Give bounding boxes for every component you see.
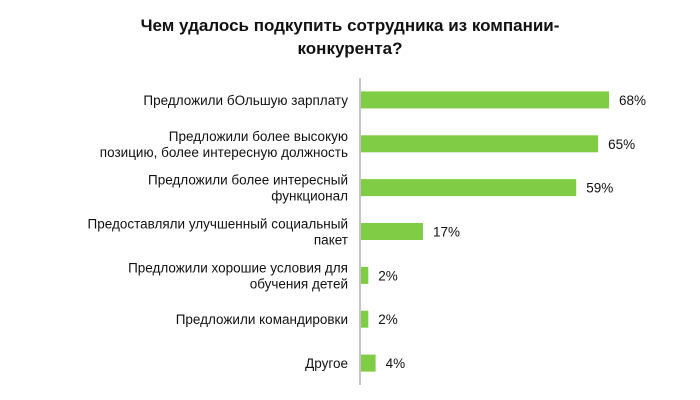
data-label: 59% — [586, 181, 613, 196]
category-label-line: обучения детей — [250, 276, 348, 291]
category-label: Предоставляли улучшенный социальный пакет — [88, 217, 348, 248]
data-label: 68% — [619, 93, 646, 108]
data-label: 2% — [378, 312, 398, 327]
category-label-line: Предложили командировки — [176, 312, 348, 327]
category-label: Предложили бОльшую зарплату — [143, 93, 348, 108]
category-label: Другое — [305, 356, 348, 371]
category-label: Предложили командировки — [176, 312, 348, 327]
category-label-line: позицию, более интересную должность — [100, 145, 348, 160]
bar — [361, 310, 369, 328]
category-label: Предложили более интересный функционал — [148, 173, 348, 204]
bar — [361, 223, 423, 240]
category-label-line: Предложили более интересный — [148, 173, 348, 188]
data-label: 17% — [433, 225, 460, 240]
bar — [361, 354, 376, 372]
bar — [361, 135, 599, 153]
category-label-line: Другое — [305, 356, 348, 371]
data-label: 4% — [386, 356, 406, 371]
category-label-line: Предоставляли улучшенный социальный — [88, 217, 348, 232]
bar — [361, 266, 369, 284]
bar — [361, 179, 577, 197]
category-label-line: функционал — [271, 189, 348, 204]
category-label-line: Предложили бОльшую зарплату — [143, 93, 348, 108]
category-label: Предложили хорошие условия для обучения д… — [128, 260, 348, 291]
data-label: 2% — [378, 268, 398, 283]
data-label: 65% — [608, 137, 635, 152]
category-label-line: Предложили более высокую — [169, 129, 348, 144]
category-label-line: пакет — [314, 233, 348, 248]
chart-title: Чем удалось подкупить сотрудника из комп… — [140, 16, 560, 58]
bar — [361, 91, 609, 109]
category-label-line: Предложили хорошие условия для — [128, 260, 348, 275]
category-label: Предложили более высокую позицию, более и… — [100, 129, 348, 160]
